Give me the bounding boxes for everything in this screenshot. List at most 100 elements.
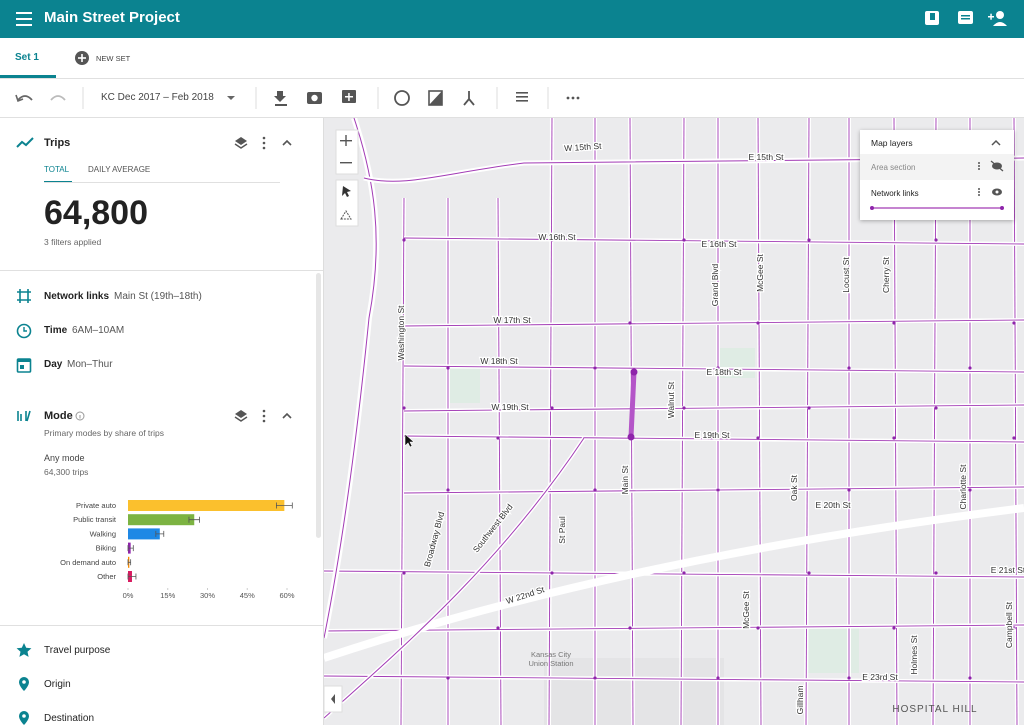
error-bar bbox=[188, 516, 200, 523]
node bbox=[496, 321, 500, 325]
section-actions[interactable] bbox=[234, 135, 296, 151]
bar bbox=[128, 528, 160, 540]
filter-value[interactable]: Main St (19th–18th) bbox=[114, 291, 202, 302]
collapse-icon[interactable] bbox=[990, 138, 1002, 148]
transit-link bbox=[548, 118, 553, 725]
tab[interactable]: TOTAL bbox=[44, 165, 70, 174]
node bbox=[682, 571, 686, 575]
bar bbox=[128, 500, 285, 511]
node bbox=[892, 436, 896, 440]
section-actions[interactable] bbox=[234, 408, 296, 424]
street-label: Locust St bbox=[841, 257, 851, 293]
filter-label[interactable]: Day bbox=[44, 359, 63, 370]
transit-link bbox=[680, 118, 685, 725]
poi-label: Union Station bbox=[528, 659, 573, 668]
street-label: Gillham bbox=[795, 686, 805, 715]
node bbox=[550, 571, 554, 575]
transit-link bbox=[497, 197, 502, 725]
filter-label[interactable]: Network links bbox=[44, 291, 110, 302]
x-tick-label: 30% bbox=[200, 591, 215, 600]
toolbar-icons[interactable] bbox=[0, 79, 600, 117]
section-title: Trips bbox=[44, 137, 71, 149]
group-note: 64,300 trips bbox=[44, 467, 89, 477]
filter-value[interactable]: 6AM–10AM bbox=[72, 325, 125, 336]
error-bar bbox=[127, 545, 134, 552]
error-bar bbox=[155, 530, 165, 537]
node bbox=[756, 436, 760, 440]
filter-icons bbox=[16, 289, 32, 373]
node bbox=[892, 321, 896, 325]
info-icon[interactable] bbox=[75, 411, 85, 421]
layer-name: Network links bbox=[871, 189, 919, 198]
street-label: E 23rd St bbox=[862, 672, 898, 682]
tab[interactable]: Set 1 bbox=[15, 52, 39, 63]
selected-link[interactable] bbox=[628, 371, 637, 438]
street-label: Walnut St bbox=[666, 381, 676, 418]
section-item[interactable]: Destination bbox=[44, 713, 95, 724]
layer-row[interactable] bbox=[860, 154, 1014, 180]
node bbox=[550, 238, 554, 242]
node bbox=[807, 406, 811, 410]
node bbox=[934, 406, 938, 410]
subtitle: Primary modes by share of trips bbox=[44, 428, 164, 438]
scrollbar[interactable] bbox=[316, 273, 321, 538]
filter-label[interactable]: Time bbox=[44, 325, 68, 336]
node bbox=[550, 406, 554, 410]
node bbox=[968, 676, 972, 680]
street-label: Main St bbox=[620, 465, 630, 494]
node bbox=[716, 676, 720, 680]
add-icon[interactable] bbox=[74, 50, 90, 66]
mode-chart: 0% 15% 30% 45% 60% Private auto Public transit… bbox=[60, 500, 295, 600]
node bbox=[807, 238, 811, 242]
dataset-selector[interactable]: KC Dec 2017 – Feb 2018 bbox=[101, 92, 214, 103]
street-label: E 16th St bbox=[702, 239, 738, 249]
street-label: E 18th St bbox=[707, 367, 743, 377]
node bbox=[496, 436, 500, 440]
node bbox=[628, 626, 632, 630]
tab[interactable]: DAILY AVERAGE bbox=[88, 165, 151, 174]
layer-controls[interactable] bbox=[975, 160, 1009, 210]
node bbox=[756, 321, 760, 325]
layer-name: Area section bbox=[871, 163, 916, 172]
filter-value[interactable]: Mon–Thur bbox=[67, 359, 113, 370]
section-item[interactable]: Travel purpose bbox=[44, 645, 111, 656]
category-label: On demand auto bbox=[60, 558, 116, 567]
menu-icon[interactable] bbox=[16, 12, 32, 26]
street-label: Washington St bbox=[396, 305, 406, 361]
section-item[interactable]: Origin bbox=[44, 679, 71, 690]
node bbox=[847, 366, 851, 370]
node bbox=[756, 626, 760, 630]
category-label: Private auto bbox=[76, 501, 116, 510]
street-label: E 20th St bbox=[816, 500, 852, 510]
category-label: Biking bbox=[96, 544, 116, 553]
node bbox=[402, 238, 406, 242]
node bbox=[934, 571, 938, 575]
side-panel: Trips TOTAL DAILY AVERAGE 64,800 3 filte… bbox=[0, 118, 324, 725]
toolbar: KC Dec 2017 – Feb 2018 bbox=[0, 79, 1024, 118]
transit-link bbox=[403, 486, 1024, 494]
app-bar: Main Street Project bbox=[0, 0, 1024, 38]
tab[interactable]: NEW SET bbox=[96, 54, 131, 63]
transit-link bbox=[324, 624, 1024, 632]
street-label: St Paul bbox=[557, 516, 567, 544]
node bbox=[446, 488, 450, 492]
error-bar bbox=[127, 559, 132, 566]
node bbox=[682, 406, 686, 410]
section-title: Mode bbox=[44, 410, 73, 422]
category-label: Walking bbox=[90, 529, 116, 538]
node bbox=[446, 366, 450, 370]
divider bbox=[0, 625, 323, 626]
node bbox=[968, 488, 972, 492]
section-icons bbox=[16, 643, 32, 725]
category-label: Other bbox=[97, 572, 116, 581]
panel-title: Map layers bbox=[871, 138, 913, 148]
street-label: W 16th St bbox=[538, 232, 576, 242]
header-actions[interactable] bbox=[924, 10, 1014, 28]
district-label: HOSPITAL HILL bbox=[892, 704, 977, 715]
node bbox=[446, 676, 450, 680]
x-tick-label: 45% bbox=[240, 591, 255, 600]
node bbox=[716, 488, 720, 492]
transit-link bbox=[403, 435, 1024, 443]
x-tick-label: 0% bbox=[123, 591, 134, 600]
node bbox=[593, 676, 597, 680]
